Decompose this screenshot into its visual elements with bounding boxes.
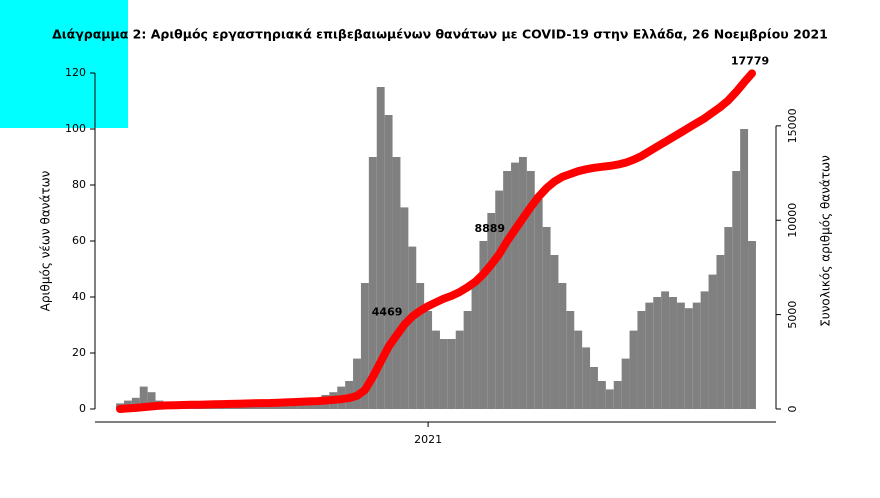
bar xyxy=(550,255,559,409)
bar xyxy=(558,283,567,409)
bar xyxy=(447,339,456,409)
cumulative-line xyxy=(116,69,756,413)
bar xyxy=(432,330,440,409)
bar xyxy=(455,330,464,409)
value-label: 17779 xyxy=(731,54,769,67)
bar xyxy=(613,381,622,409)
bar xyxy=(353,358,361,409)
bar xyxy=(637,311,646,409)
bar xyxy=(384,115,393,409)
bar xyxy=(676,302,685,409)
bar xyxy=(692,302,701,409)
y-axis-label: Αριθμός νέων θανάτων xyxy=(39,170,53,311)
bar xyxy=(708,274,717,409)
bar xyxy=(463,311,472,409)
y-tick-label: 120 xyxy=(65,66,86,79)
y-tick-label: 40 xyxy=(72,290,86,303)
overlay-box xyxy=(0,0,128,128)
bar xyxy=(368,157,377,409)
bar xyxy=(590,367,598,409)
bar xyxy=(629,330,638,409)
bar xyxy=(582,347,591,409)
bar xyxy=(424,311,433,409)
y-tick-label: 80 xyxy=(72,178,86,191)
y2-tick-label: 10000 xyxy=(786,203,799,238)
y2-tick-label: 15000 xyxy=(786,108,799,143)
bar xyxy=(511,162,519,409)
x-tick-label: 2021 xyxy=(414,433,442,446)
value-label: 8889 xyxy=(474,222,505,235)
bar xyxy=(526,171,535,409)
bar xyxy=(716,255,725,409)
bar xyxy=(503,171,512,409)
bar xyxy=(297,403,306,409)
bar xyxy=(645,302,654,409)
bar xyxy=(566,311,575,409)
bar xyxy=(621,358,630,409)
bar xyxy=(471,283,480,409)
bar xyxy=(416,283,425,409)
bar xyxy=(669,297,677,409)
bar xyxy=(131,397,140,409)
bar xyxy=(605,389,614,409)
bar xyxy=(748,241,756,409)
bar xyxy=(574,330,583,409)
y-tick-label: 0 xyxy=(79,402,86,415)
bar xyxy=(597,381,606,409)
bar xyxy=(542,227,551,409)
bar xyxy=(700,291,709,409)
y2-axis-label: Συνολικός αριθμός θανάτων xyxy=(819,155,833,327)
y2-tick-label: 5000 xyxy=(786,301,799,329)
bar xyxy=(408,246,417,409)
bar xyxy=(487,213,496,409)
y-tick-label: 20 xyxy=(72,346,86,359)
bar xyxy=(732,171,741,409)
y-tick-label: 100 xyxy=(65,122,86,135)
bar xyxy=(661,291,670,409)
bar xyxy=(495,190,504,409)
bar xyxy=(139,386,148,409)
bar xyxy=(360,283,369,409)
y2-tick-label: 0 xyxy=(786,406,799,413)
bar xyxy=(479,241,488,409)
bar xyxy=(439,339,448,409)
bar xyxy=(534,199,543,409)
value-label: 4469 xyxy=(372,306,403,319)
bar xyxy=(400,207,409,409)
y-tick-label: 60 xyxy=(72,234,86,247)
bar xyxy=(376,87,385,409)
bar xyxy=(684,308,693,409)
chart-title: Διάγραμμα 2: Αριθμός εργαστηριακά επιβεβ… xyxy=(52,27,828,42)
bar xyxy=(653,297,662,409)
bar xyxy=(392,157,401,409)
bar xyxy=(724,227,733,409)
bar xyxy=(518,157,527,409)
bar xyxy=(740,129,749,409)
bar xyxy=(147,392,156,409)
